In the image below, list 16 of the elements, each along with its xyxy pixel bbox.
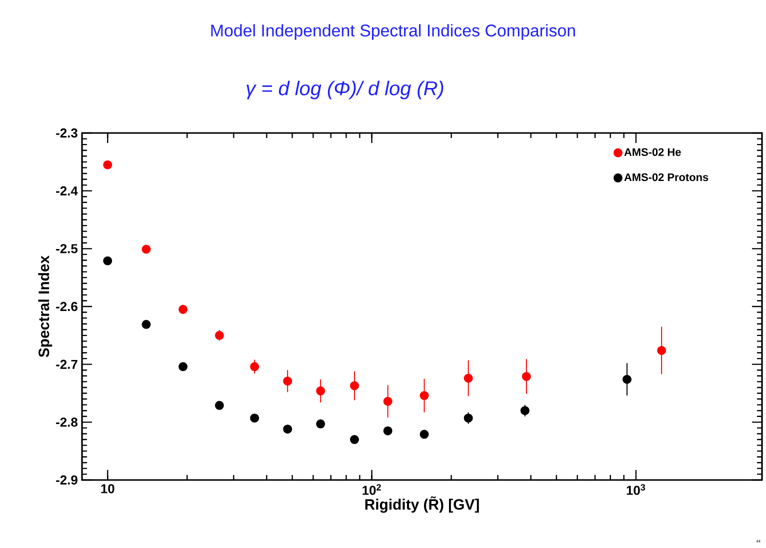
y-tick-label: -2.8 bbox=[56, 418, 78, 427]
x-tick-label: 10 bbox=[101, 484, 114, 494]
y-tick-label: -2.6 bbox=[56, 302, 78, 312]
x-axis-title: Rigidity (R̃) [GV] bbox=[365, 496, 479, 513]
x-tick-label: 10$^{3}$ bbox=[626, 484, 646, 495]
chart-title: Model Independent Spectral Indices Comparison bbox=[211, 24, 575, 40]
y-axis-title: Spectral Index bbox=[38, 256, 52, 358]
legend-label: AMS-02 Protons bbox=[624, 173, 708, 182]
y-tick-label: -2.3 bbox=[56, 128, 78, 138]
chart-subtitle: γ = d log (Φ)/ d log (R) bbox=[246, 80, 444, 100]
y-tick-label: -2.4 bbox=[56, 186, 78, 196]
x-tick-label: 10$^{2}$ bbox=[362, 484, 381, 495]
legend-label: AMS-02 He bbox=[624, 148, 681, 156]
y-tick-label: -2.5 bbox=[56, 244, 78, 254]
y-tick-label: -2.7 bbox=[56, 360, 78, 369]
y-tick-label: -2.9 bbox=[56, 475, 78, 485]
